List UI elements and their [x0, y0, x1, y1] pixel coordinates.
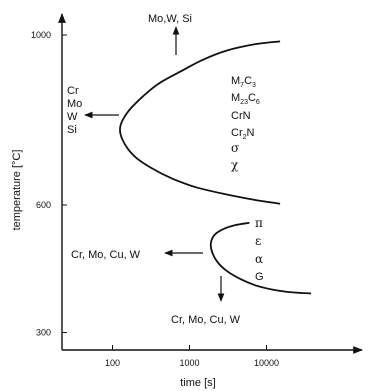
phase-g: G: [255, 271, 264, 283]
tick-group: 100 1000 10000 300 600 1000: [31, 30, 279, 368]
phase-m23c6: M23C6: [231, 92, 260, 106]
phase-m7c3: M7C3: [231, 75, 256, 89]
y-tick-label: 600: [36, 200, 51, 210]
precipitation-curve-lower: [209, 221, 312, 295]
y-tick-label: 300: [36, 328, 51, 338]
phase-alpha: α: [255, 252, 263, 266]
x-tick-label: 100: [105, 358, 120, 368]
phase-sigma: σ: [231, 141, 239, 155]
phase-pi: π: [255, 216, 263, 230]
precipitation-curve-upper: [119, 40, 281, 205]
upper-top-elements: Mo,W, Si: [148, 13, 192, 25]
phase-cr2n: Cr2N: [231, 127, 255, 141]
x-tick-label: 10000: [254, 358, 279, 368]
y-tick-label: 1000: [31, 30, 51, 40]
upper-left-element-3: W: [67, 111, 78, 123]
phase-crn: CrN: [231, 110, 251, 122]
lower-left-elements: Cr, Mo, Cu, W: [71, 249, 141, 261]
phase-epsilon: ε: [255, 234, 261, 248]
upper-left-element-2: Mo: [67, 98, 82, 110]
x-tick-label: 1000: [179, 358, 199, 368]
phase-chi: χ: [231, 158, 239, 172]
x-axis-title: time [s]: [180, 377, 215, 389]
upper-left-element-4: Si: [67, 124, 77, 136]
y-axis-title: temperature [°C]: [11, 150, 23, 231]
lower-bottom-elements: Cr, Mo, Cu, W: [171, 314, 241, 326]
upper-left-element-1: Cr: [67, 85, 79, 97]
